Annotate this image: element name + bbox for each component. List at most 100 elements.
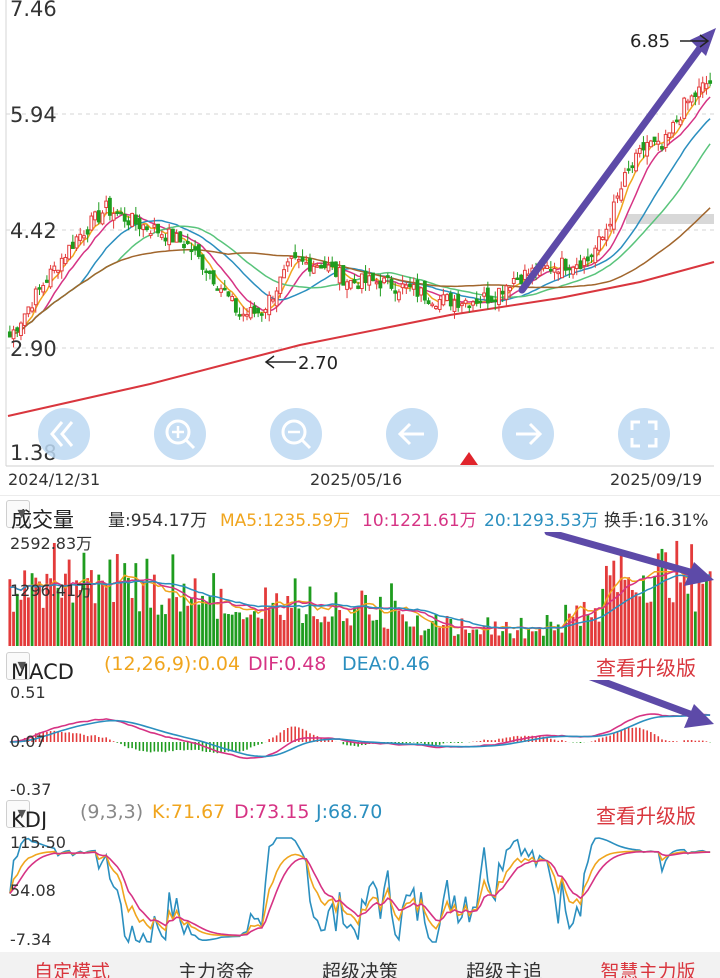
kdj-chart[interactable]: 115.50 54.08 -7.34 — [0, 830, 720, 950]
volume-bar — [145, 558, 149, 646]
volume-bar — [608, 575, 612, 646]
candle-body — [463, 299, 468, 304]
candle-body — [304, 262, 309, 265]
arrow-right-icon[interactable] — [502, 408, 554, 460]
volume-indicator-selector[interactable]: 成交量 ▼ — [6, 500, 74, 532]
candle-body — [374, 281, 379, 285]
position-marker-icon — [460, 452, 478, 465]
macd-chart-panel[interactable]: 0.51 0.07 -0.37 — [0, 680, 720, 800]
candle-body — [430, 303, 435, 307]
candle-body — [697, 86, 701, 98]
tab-super-decision[interactable]: 超级决策 — [321, 961, 398, 978]
volume-bar — [456, 634, 460, 646]
candle-body — [448, 292, 453, 307]
volume-bar — [638, 596, 642, 646]
volume-bar — [282, 620, 286, 646]
candle-body — [237, 314, 242, 317]
candlestick-chart[interactable]: 7.46 5.94 4.42 2.90 1.38 6.85 2.70 2024/… — [0, 0, 720, 492]
volume-chart-panel[interactable]: 2592.83万 1296.41万 — [0, 532, 720, 650]
volume-chart[interactable]: 2592.83万 1296.41万 — [0, 532, 720, 650]
volume-bar — [460, 618, 464, 646]
candle-body — [552, 267, 557, 273]
macd-upgrade-link[interactable]: 查看升级版 — [596, 656, 696, 680]
volume-bar — [616, 592, 619, 646]
volume-bar — [390, 583, 393, 646]
volume-bar — [290, 607, 293, 646]
candle-body — [582, 258, 587, 267]
volume-ma20: 20:1293.53万 — [484, 511, 599, 531]
candle-body — [345, 281, 349, 290]
volume-bar — [175, 597, 178, 646]
zoom-out-icon[interactable] — [270, 408, 322, 460]
volume-bar — [690, 544, 694, 646]
kdj-upgrade-link[interactable]: 查看升级版 — [596, 804, 696, 828]
volume-bar — [286, 595, 290, 646]
tab-custom-mode[interactable]: 自定模式 — [33, 961, 110, 978]
price-chart-panel[interactable]: 7.46 5.94 4.42 2.90 1.38 6.85 2.70 2024/… — [0, 0, 720, 492]
volume-bar — [182, 583, 186, 646]
candle-body — [623, 172, 627, 187]
volume-bar — [19, 599, 23, 646]
volume-bar — [115, 554, 119, 646]
bottom-tab-bar: 自定模式 主力资金 超级决策 超级主追 智慧主力版 — [0, 952, 720, 978]
volume-bar — [64, 573, 67, 646]
volume-bar — [360, 590, 364, 646]
volume-bar — [138, 611, 141, 646]
macd-indicator-selector[interactable]: MACD ▼ — [6, 652, 74, 684]
candle-body — [41, 284, 46, 293]
kdj-j-line — [9, 837, 711, 945]
double-left-icon[interactable] — [38, 408, 90, 460]
volume-bar — [208, 596, 212, 646]
candle-body — [122, 213, 127, 222]
macd-dif: DIF:0.48 — [248, 653, 327, 675]
candle-body — [434, 306, 438, 310]
chevron-down-icon: ▼ — [17, 659, 26, 672]
tab-super-chase[interactable]: 超级主追 — [465, 961, 542, 978]
volume-bar — [441, 624, 445, 646]
volume-bar — [686, 593, 690, 646]
volume-selector-label: 成交量 — [11, 508, 74, 532]
volume-header: 成交量 ▼ 量:954.17万 MA5:1235.59万 10:1221.61万… — [0, 495, 720, 534]
volume-bar — [212, 573, 216, 646]
arrow-left-icon[interactable] — [386, 408, 438, 460]
candle-body — [74, 236, 79, 249]
zoom-in-icon[interactable] — [154, 408, 206, 460]
candle-body — [497, 287, 501, 306]
candle-body — [660, 146, 664, 150]
tab-main-funds[interactable]: 主力资金 — [177, 961, 254, 978]
volume-bar — [315, 619, 319, 646]
volume-bar — [82, 552, 86, 646]
volume-bar — [538, 628, 542, 646]
y-tick-label: 2.90 — [10, 337, 57, 361]
candle-body — [59, 257, 64, 272]
volume-bar — [241, 619, 245, 646]
volume-bar — [519, 617, 523, 646]
kdj-chart-panel[interactable]: 115.50 54.08 -7.34 — [0, 830, 720, 950]
candle-body — [211, 270, 216, 285]
fullscreen-icon[interactable] — [618, 408, 670, 460]
high-price-label: 6.85 — [630, 31, 670, 52]
volume-bar — [508, 633, 512, 646]
candle-body — [467, 305, 472, 309]
volume-ma10: 10:1221.61万 — [362, 511, 477, 531]
candle-body — [419, 287, 424, 296]
kdj-indicator-selector[interactable]: KDJ ▼ — [6, 800, 47, 832]
macd-chart[interactable]: 0.51 0.07 -0.37 — [0, 680, 720, 800]
volume-bar — [123, 563, 127, 646]
volume-bar — [349, 625, 353, 646]
candle-body — [334, 261, 338, 277]
volume-mid-label: 1296.41万 — [10, 581, 92, 600]
volume-bar — [164, 614, 167, 646]
candle-body — [589, 254, 594, 258]
volume-bar — [619, 549, 623, 646]
candle-body — [708, 80, 713, 84]
volume-bar — [612, 560, 616, 646]
macd-params: (12,26,9):0.04 — [104, 653, 241, 675]
candle-body — [159, 234, 164, 238]
volume-bar — [401, 614, 405, 646]
volume-bar — [497, 635, 501, 646]
tab-smart-main[interactable]: 智慧主力版 — [600, 961, 696, 978]
volume-ma10-line — [9, 571, 711, 630]
macd-header: MACD ▼ (12,26,9):0.04 DIF:0.48 DEA:0.46 … — [0, 648, 720, 684]
ma5-line — [9, 86, 711, 338]
